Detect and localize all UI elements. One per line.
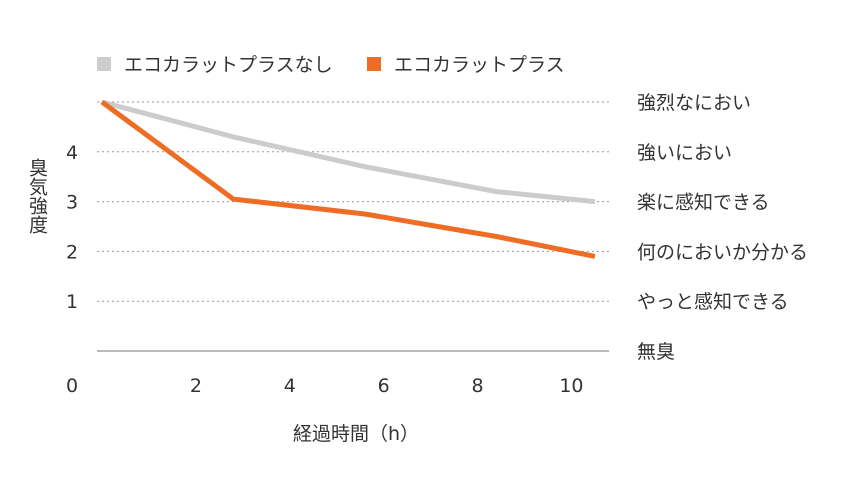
legend-label-ecocarat: エコカラットプラス [394,54,565,76]
intensity-label-3: 楽に感知できる [637,192,770,214]
series-line-no-ecocarat [101,99,596,205]
intensity-label-0: 無臭 [637,341,675,363]
legend-label-no-ecocarat: エコカラットプラスなし [124,54,333,76]
y-tick-labels: 1 2 3 4 [66,142,78,313]
legend: エコカラットプラスなし エコカラットプラス [97,54,565,76]
x-tick-label-6: 6 [378,375,390,397]
intensity-label-1: やっと感知できる [637,291,789,313]
series-line-ecocarat [100,99,596,259]
legend-swatch-ecocarat [367,57,381,71]
x-axis-title: 経過時間（h） [293,423,419,445]
x-tick-label-4: 4 [284,375,296,397]
y-tick-label-2: 2 [66,241,78,263]
intensity-label-4: 強いにおい [637,142,732,164]
x-tick-label-8: 8 [472,375,484,397]
legend-swatch-no-ecocarat [97,57,111,71]
x-tick-label-10: 10 [559,375,583,397]
intensity-label-5: 強烈なにおい [637,92,751,114]
series-lines [100,99,596,259]
x-tick-labels: 2 4 6 8 10 [190,375,584,397]
y-axis-title: 臭気強度 [26,158,48,234]
x-tick-label-0: 0 [66,375,78,397]
y-tick-label-3: 3 [66,192,78,214]
y-tick-label-4: 4 [66,142,78,164]
gridlines [97,101,609,302]
y-tick-label-1: 1 [66,291,78,313]
x-tick-label-2: 2 [190,375,202,397]
intensity-label-2: 何のにおいか分かる [637,241,808,263]
